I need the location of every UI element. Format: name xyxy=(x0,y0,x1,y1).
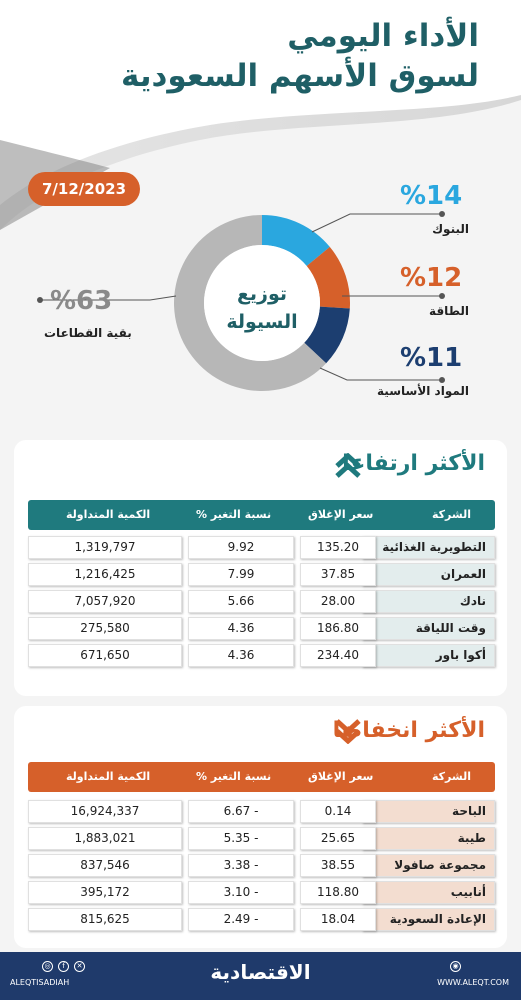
close-price-cell: 234.40 xyxy=(300,644,376,667)
company-cell: مجموعة صافولا xyxy=(362,854,495,877)
page-title-line2: لسوق الأسهم السعودية xyxy=(121,58,479,94)
leader-line-materials xyxy=(319,367,442,381)
header-company: الشركة xyxy=(431,508,471,521)
page-title-line1: الأداء اليومي xyxy=(287,18,479,54)
donut-segment-materials xyxy=(304,306,350,364)
banks-label: البنوك xyxy=(432,222,469,236)
table-row: نادك 28.00 5.66 7,057,920 xyxy=(28,590,495,613)
energy-label: الطاقة xyxy=(429,304,469,318)
others-label: بقية القطاعات xyxy=(44,326,132,340)
gainers-title: الأكثر ارتفاعا xyxy=(342,451,485,476)
footer-website[interactable]: WWW.ALEQT.COM xyxy=(437,978,509,987)
donut-center-line2: السيولة xyxy=(226,311,297,333)
double-arrow-up-icon xyxy=(335,453,361,478)
table-row: الباحة 0.14 6.67 - 16,924,337 xyxy=(28,800,495,823)
header-change: نسبة التغير % xyxy=(196,770,272,783)
leader-line-others xyxy=(40,295,177,301)
change-percent-cell: 6.67 - xyxy=(188,800,294,823)
header-volume: الكمية المتداولة xyxy=(66,770,151,783)
volume-cell: 1,319,797 xyxy=(28,536,182,559)
change-percent-cell: 9.92 xyxy=(188,536,294,559)
footer-handle[interactable]: ALEQTISADIAH xyxy=(10,978,70,987)
table-row: أنابيب 118.80 3.10 - 395,172 xyxy=(28,881,495,904)
footer-bar: ◎ f ✕ ALEQTISADIAH الاقتصادية ◉ WWW.ALEQ… xyxy=(0,952,521,1000)
company-cell: الإعادة السعودية xyxy=(362,908,495,931)
close-price-cell: 37.85 xyxy=(300,563,376,586)
close-price-cell: 38.55 xyxy=(300,854,376,877)
double-arrow-down-icon xyxy=(335,719,361,744)
donut-segment-others xyxy=(173,215,327,391)
close-price-cell: 25.65 xyxy=(300,827,376,850)
leader-line-banks xyxy=(311,213,442,233)
table-row: الإعادة السعودية 18.04 2.49 - 815,625 xyxy=(28,908,495,931)
company-cell: نادك xyxy=(362,590,495,613)
change-percent-cell: 4.36 xyxy=(188,644,294,667)
banks-percent: %14 xyxy=(400,181,463,211)
header-close: سعر الإغلاق xyxy=(308,770,374,783)
close-price-cell: 118.80 xyxy=(300,881,376,904)
table-row: وقت اللياقة 186.80 4.36 275,580 xyxy=(28,617,495,640)
instagram-icon[interactable]: ◎ xyxy=(42,961,53,972)
table-row: العمران 37.85 7.99 1,216,425 xyxy=(28,563,495,586)
company-cell: أكوا باور xyxy=(362,644,495,667)
header-volume: الكمية المتداولة xyxy=(66,508,151,521)
company-cell: التطويرية الغذائية xyxy=(362,536,495,559)
company-cell: الباحة xyxy=(362,800,495,823)
header-company: الشركة xyxy=(431,770,471,783)
donut-segment-banks xyxy=(262,215,330,267)
materials-label: المواد الأساسية xyxy=(377,384,469,398)
volume-cell: 1,883,021 xyxy=(28,827,182,850)
date-badge: 7/12/2023 xyxy=(28,172,140,206)
volume-cell: 16,924,337 xyxy=(28,800,182,823)
donut-segment-energy xyxy=(306,246,351,309)
company-cell: وقت اللياقة xyxy=(362,617,495,640)
liquidity-donut-chart: توزيع السيولة xyxy=(37,211,445,391)
volume-cell: 671,650 xyxy=(28,644,182,667)
table-row: أكوا باور 234.40 4.36 671,650 xyxy=(28,644,495,667)
close-price-cell: 186.80 xyxy=(300,617,376,640)
company-cell: العمران xyxy=(362,563,495,586)
close-price-cell: 0.14 xyxy=(300,800,376,823)
volume-cell: 395,172 xyxy=(28,881,182,904)
company-cell: طيبة xyxy=(362,827,495,850)
table-row: مجموعة صافولا 38.55 3.38 - 837,546 xyxy=(28,854,495,877)
change-percent-cell: 2.49 - xyxy=(188,908,294,931)
volume-cell: 815,625 xyxy=(28,908,182,931)
close-price-cell: 28.00 xyxy=(300,590,376,613)
web-icon[interactable]: ◉ xyxy=(450,961,461,972)
company-cell: أنابيب xyxy=(362,881,495,904)
losers-table-header: الشركة سعر الإغلاق نسبة التغير % الكمية … xyxy=(28,762,495,792)
others-percent: %63 xyxy=(50,286,113,316)
volume-cell: 7,057,920 xyxy=(28,590,182,613)
donut-hole xyxy=(204,245,320,361)
volume-cell: 837,546 xyxy=(28,854,182,877)
change-percent-cell: 5.66 xyxy=(188,590,294,613)
gainers-table-header: الشركة سعر الإغلاق نسبة التغير % الكمية … xyxy=(28,500,495,530)
footer-brand-logo: الاقتصادية xyxy=(210,960,311,984)
x-icon[interactable]: ✕ xyxy=(74,961,85,972)
facebook-icon[interactable]: f xyxy=(58,961,69,972)
volume-cell: 1,216,425 xyxy=(28,563,182,586)
close-price-cell: 135.20 xyxy=(300,536,376,559)
table-row: طيبة 25.65 5.35 - 1,883,021 xyxy=(28,827,495,850)
volume-cell: 275,580 xyxy=(28,617,182,640)
table-row: التطويرية الغذائية 135.20 9.92 1,319,797 xyxy=(28,536,495,559)
change-percent-cell: 3.38 - xyxy=(188,854,294,877)
close-price-cell: 18.04 xyxy=(300,908,376,931)
energy-percent: %12 xyxy=(400,263,463,293)
materials-percent: %11 xyxy=(400,343,463,373)
change-percent-cell: 7.99 xyxy=(188,563,294,586)
change-percent-cell: 5.35 - xyxy=(188,827,294,850)
change-percent-cell: 3.10 - xyxy=(188,881,294,904)
header-change: نسبة التغير % xyxy=(196,508,272,521)
change-percent-cell: 4.36 xyxy=(188,617,294,640)
header-close: سعر الإغلاق xyxy=(308,508,374,521)
donut-center-line1: توزيع xyxy=(237,283,287,305)
